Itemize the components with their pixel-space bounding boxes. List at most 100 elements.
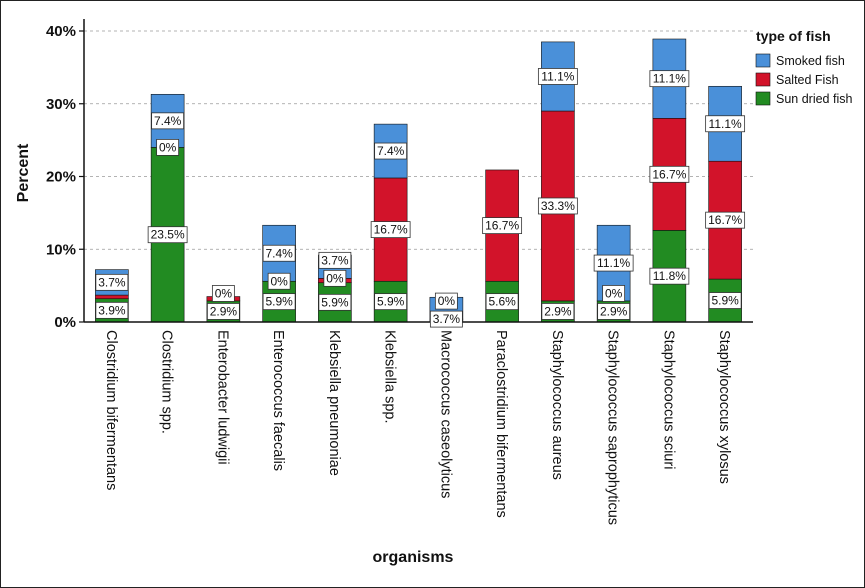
data-label-box	[147, 226, 188, 244]
data-label-box	[95, 301, 129, 319]
data-label-text: 16.7%	[708, 213, 742, 227]
data-label-box	[597, 303, 631, 320]
data-label-text: 5.9%	[377, 295, 405, 309]
data-label-box	[537, 197, 578, 215]
y-tick-label: 0%	[54, 314, 76, 331]
data-label: 2.9%	[541, 303, 575, 320]
axes	[83, 19, 753, 323]
data-label-box	[649, 267, 690, 285]
data-label: 7.4%	[151, 112, 185, 130]
data-label: 16.7%	[370, 221, 411, 239]
y-tick-label: 30%	[46, 96, 76, 113]
category-label: Macrococcus caseolyticus	[437, 330, 453, 498]
category-label: Staphylococcus xylosus	[716, 330, 732, 484]
data-label-box	[374, 293, 408, 311]
data-label-text: 3.9%	[98, 303, 126, 317]
data-label-text: 3.7%	[321, 253, 349, 267]
category-label: Klebsiella spp.	[382, 330, 398, 424]
data-label-box	[151, 112, 185, 130]
data-label-text: 0%	[605, 286, 623, 300]
category-label: Staphylococcus saprophyticus	[605, 330, 621, 525]
data-label: 5.9%	[318, 293, 352, 311]
data-label: 23.5%	[147, 226, 188, 244]
data-label-text: 7.4%	[265, 246, 293, 260]
data-label: 33.3%	[537, 197, 578, 215]
category-label: Clostridium bifermentans	[103, 330, 119, 490]
data-label: 16.7%	[705, 211, 746, 229]
data-label-text: 2.9%	[544, 304, 572, 318]
data-label: 11.8%	[649, 267, 690, 285]
data-label: 3.7%	[95, 273, 129, 291]
data-label: 7.4%	[262, 244, 296, 262]
data-label-text: 11.1%	[541, 69, 574, 83]
data-label-text: 11.1%	[709, 117, 742, 131]
data-label: 11.1%	[593, 254, 634, 272]
data-label-box	[206, 303, 240, 320]
data-label-text: 3.7%	[98, 275, 126, 289]
data-label-box	[602, 285, 626, 302]
data-label-box	[156, 138, 180, 156]
data-label-box	[370, 221, 411, 239]
data-label: 0%	[434, 292, 458, 310]
data-label: 0%	[267, 272, 291, 290]
y-tick-label: 20%	[46, 169, 76, 186]
data-label-text: 5.9%	[321, 295, 349, 309]
data-label: 7.4%	[374, 142, 408, 160]
legend-swatch	[755, 53, 771, 68]
data-label-box	[429, 310, 463, 328]
data-label-text: 11.8%	[653, 269, 686, 283]
data-label-text: 5.6%	[488, 295, 516, 309]
data-label: 11.1%	[649, 70, 690, 88]
category-label: Enterobacter ludwigii	[214, 330, 230, 465]
data-label: 16.7%	[482, 217, 523, 235]
data-label: 0%	[323, 269, 347, 287]
data-label-text: 5.9%	[265, 295, 293, 309]
data-label: 3.7%	[318, 251, 352, 269]
data-label-text: 23.5%	[151, 228, 185, 242]
legend-swatch	[755, 72, 771, 87]
data-label-box	[541, 303, 575, 320]
y-axis-title: Percent	[15, 143, 32, 202]
legend-label: Sun dried fish	[776, 92, 852, 106]
category-labels: Clostridium bifermentans Clostridium spp.…	[103, 330, 732, 525]
data-label-box	[95, 273, 129, 291]
legend-swatch	[755, 91, 771, 106]
y-tick-label: 40%	[46, 23, 76, 40]
legend-items: Smoked fish Salted Fish Sun dried fish	[755, 53, 852, 106]
data-label-box	[262, 293, 296, 311]
data-label-text: 11.1%	[653, 72, 686, 86]
data-label: 2.9%	[206, 303, 240, 320]
y-tick-label: 10%	[46, 241, 76, 258]
data-label-text: 2.9%	[210, 304, 238, 318]
data-label-box	[434, 292, 458, 310]
data-label-text: 2.9%	[600, 304, 628, 318]
data-label-box	[485, 293, 519, 311]
legend-label: Salted Fish	[776, 73, 839, 87]
data-label-box	[537, 68, 578, 85]
data-label-box	[318, 251, 352, 269]
data-label-box	[593, 254, 634, 272]
data-label-box	[323, 269, 347, 287]
data-label: 2.9%	[597, 303, 631, 320]
data-label: 5.6%	[485, 293, 519, 311]
data-label-text: 0%	[270, 274, 288, 288]
data-label-text: 0%	[326, 271, 344, 285]
category-label: Klebsiella pneumoniae	[326, 330, 342, 476]
data-label-box	[708, 292, 742, 309]
data-label-box	[649, 165, 690, 183]
data-label: 0%	[211, 285, 235, 302]
legend-label: Smoked fish	[776, 54, 845, 68]
data-labels: 3.9% 3.7% 23.5% 0% 7.4% 2.9% 0% 5.9% 0% 7.4% 5.9% 0…	[95, 68, 746, 328]
data-label-text: 0%	[438, 294, 456, 308]
data-label-text: 16.7%	[485, 219, 519, 233]
category-label: Staphylococcus aureus	[549, 330, 565, 480]
data-label-box	[705, 115, 746, 133]
data-label-text: 16.7%	[652, 167, 686, 181]
data-label: 5.9%	[262, 293, 296, 311]
data-label-box	[374, 142, 408, 160]
data-label-box	[705, 211, 746, 229]
data-label: 0%	[602, 285, 626, 302]
data-label-box	[267, 272, 291, 290]
data-label-box	[262, 244, 296, 262]
